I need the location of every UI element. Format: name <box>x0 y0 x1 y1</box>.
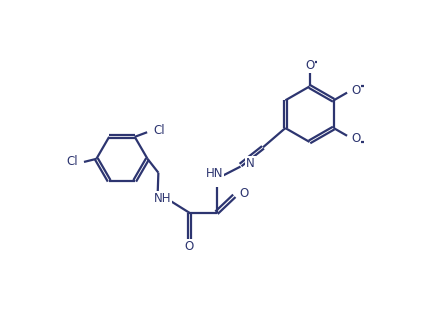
Text: O: O <box>351 84 360 97</box>
Text: HN: HN <box>206 167 223 180</box>
Text: O: O <box>305 59 314 72</box>
Text: NH: NH <box>154 193 171 206</box>
Text: Cl: Cl <box>154 124 165 137</box>
Text: O: O <box>305 59 314 72</box>
Text: O: O <box>240 187 249 200</box>
Text: Cl: Cl <box>66 155 78 168</box>
Text: N: N <box>246 157 255 170</box>
Text: O: O <box>185 240 194 253</box>
Text: O: O <box>351 131 360 144</box>
